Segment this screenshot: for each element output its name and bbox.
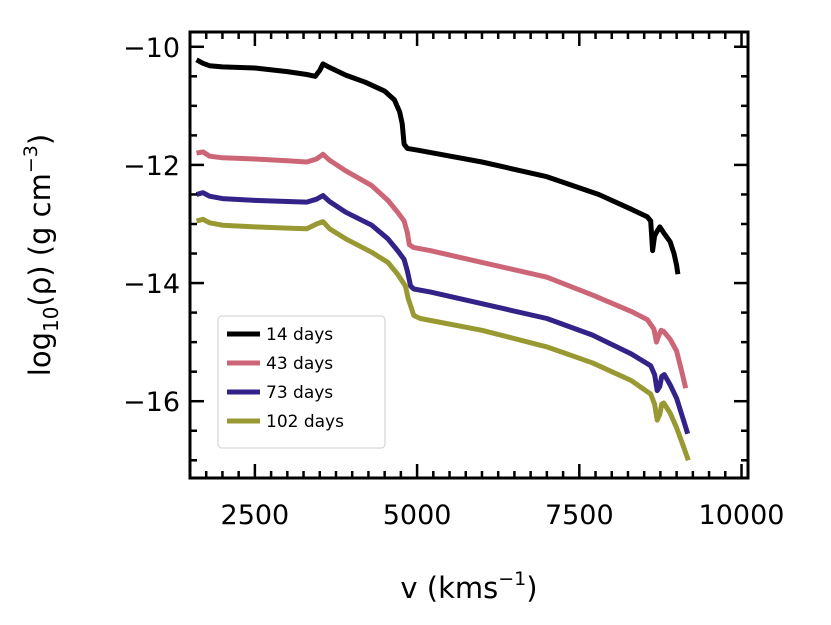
legend-label: 14 days	[266, 325, 333, 345]
x-tick-label: 5000	[383, 500, 452, 531]
series-line-43-days	[196, 149, 689, 389]
series-line-14-days	[195, 57, 681, 275]
legend-label: 102 days	[266, 412, 344, 432]
y-tick-label: −16	[123, 387, 180, 418]
legend-label: 43 days	[266, 354, 333, 374]
x-axis-label: v (kms−1)	[400, 568, 537, 605]
y-tick-label: −12	[123, 151, 180, 182]
legend: 14 days 43 days 73 days 102 days	[217, 315, 386, 449]
x-tick-label: 7500	[545, 500, 614, 531]
plot-frame	[188, 30, 750, 480]
x-tick-label: 10000	[699, 500, 785, 531]
legend-label: 73 days	[266, 383, 333, 403]
y-tick-label: −14	[123, 269, 180, 300]
x-tick-label: 2500	[221, 500, 290, 531]
series-line-102-days	[195, 216, 691, 462]
series-line-73-days	[195, 190, 691, 435]
legend-box	[217, 315, 386, 449]
y-axis-label: log10(ρ) (g cm−3)	[20, 134, 63, 376]
y-tick-label: −10	[123, 33, 180, 64]
